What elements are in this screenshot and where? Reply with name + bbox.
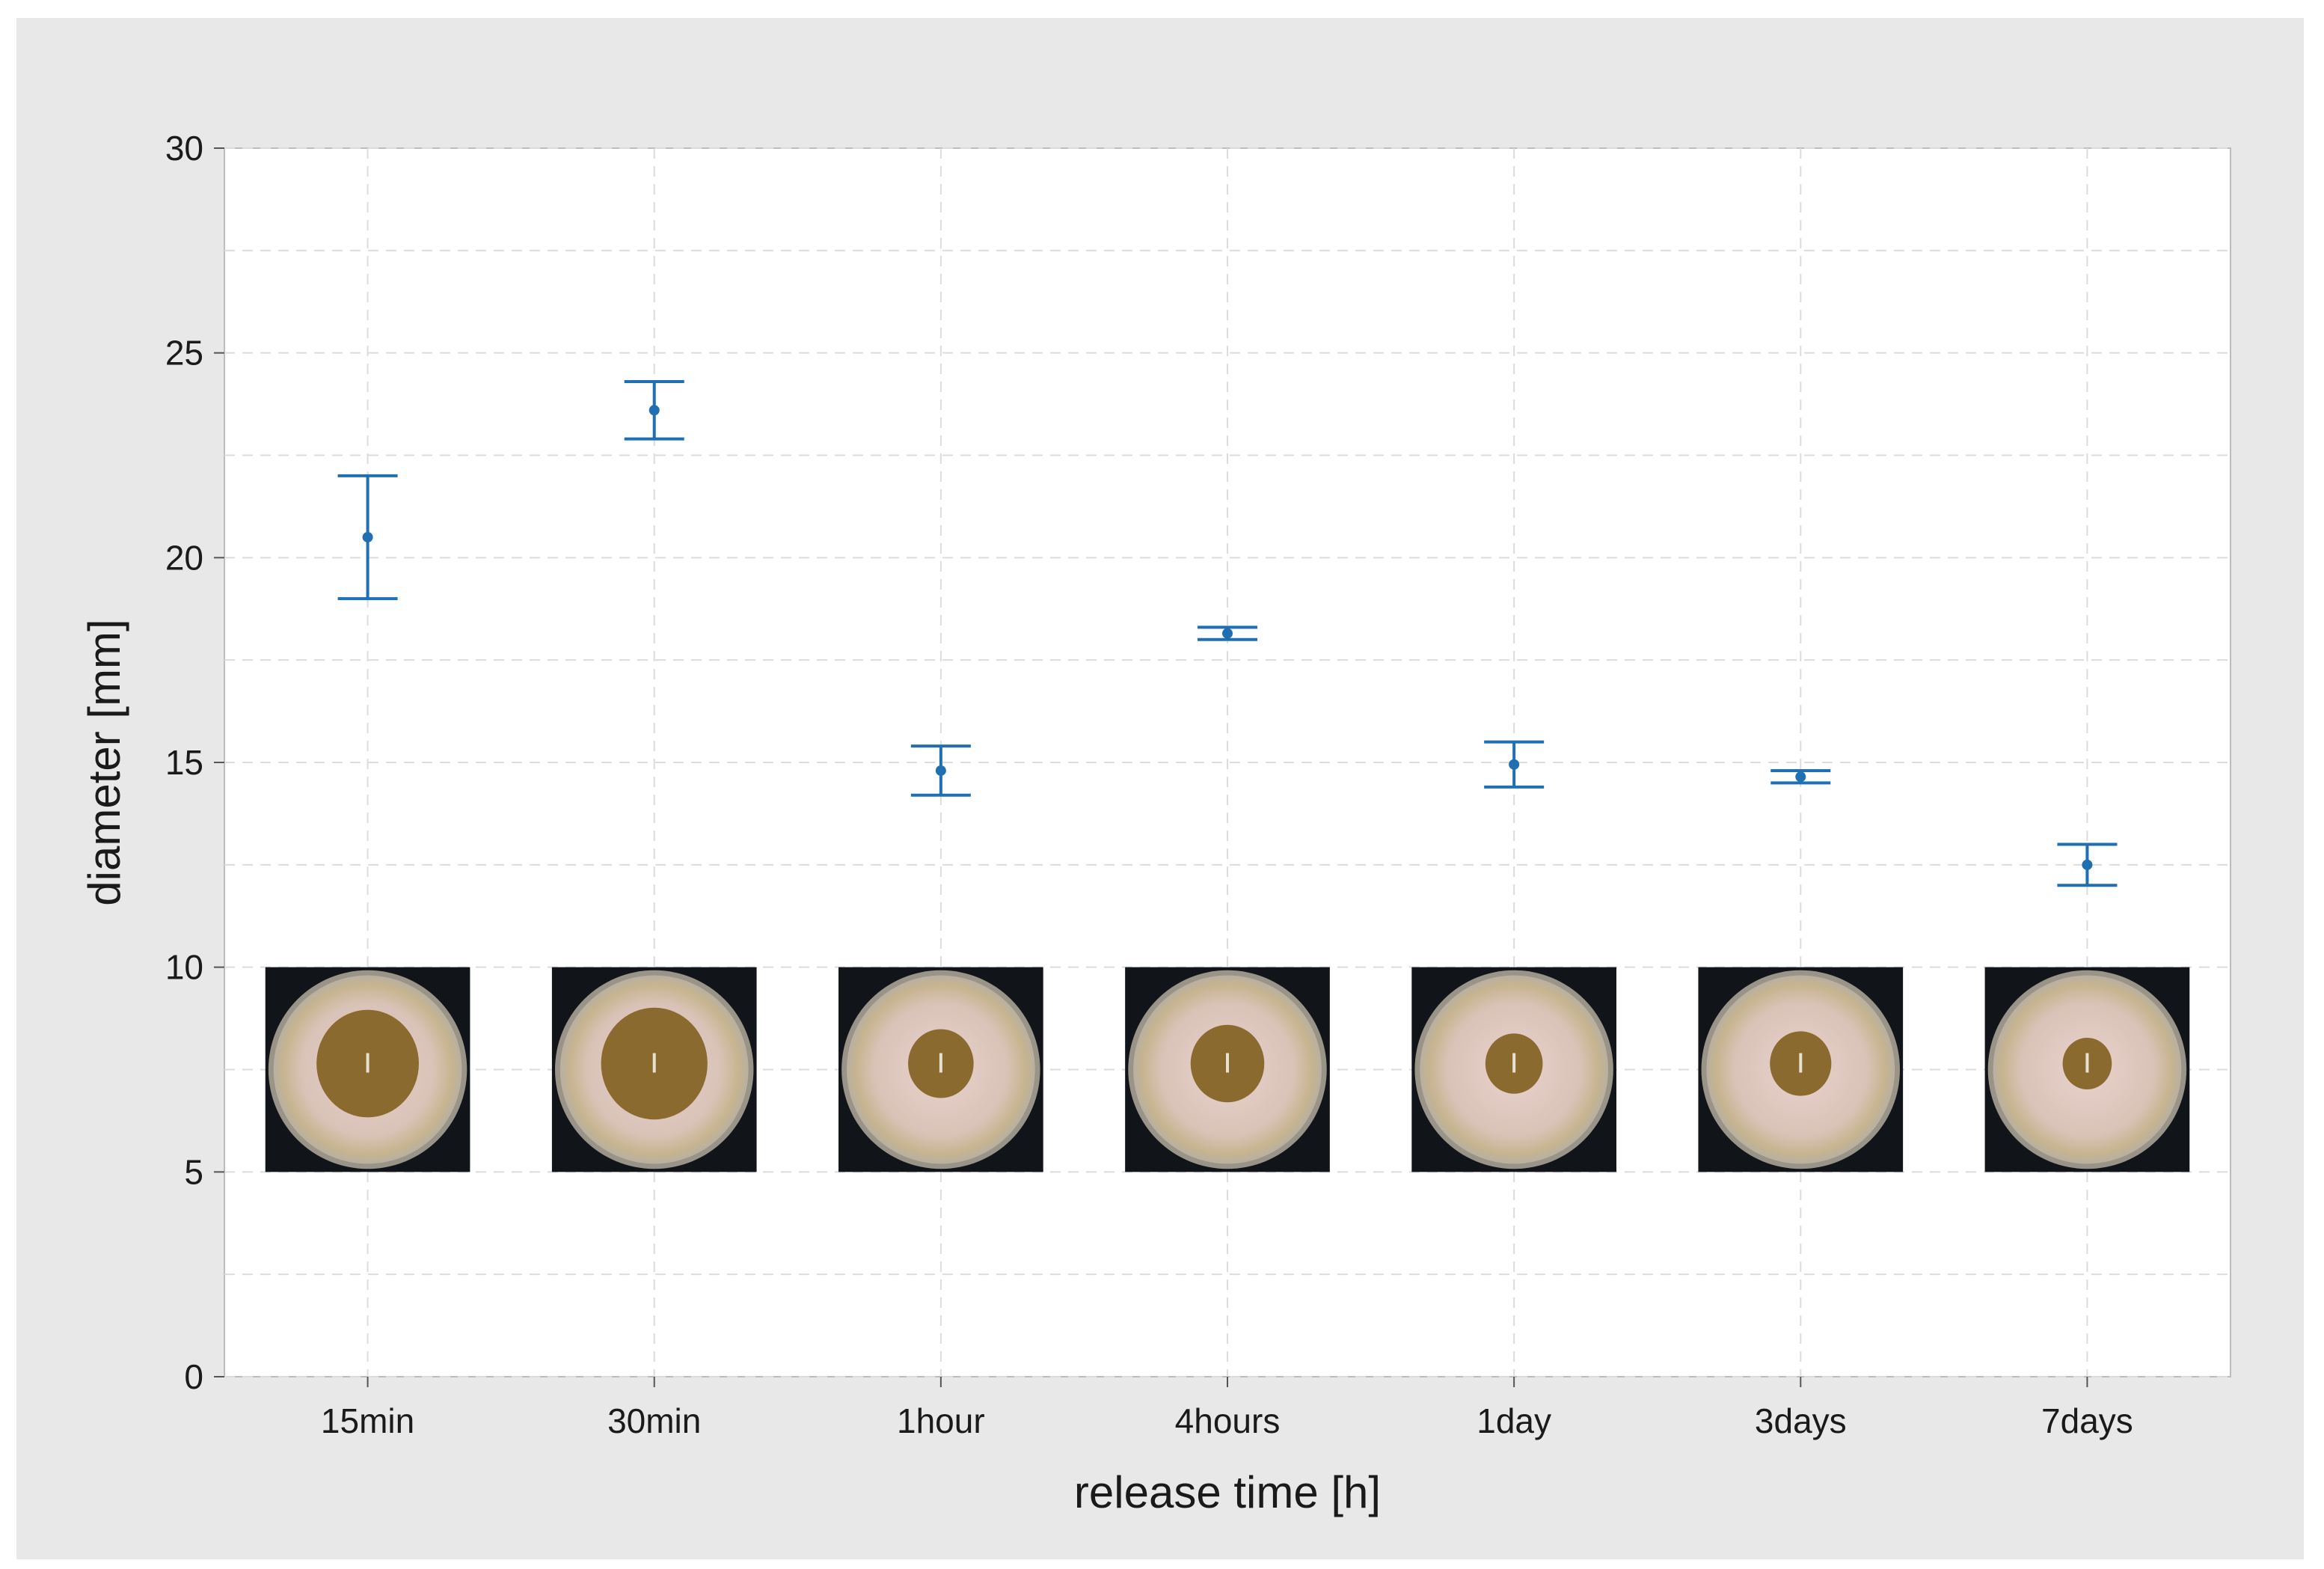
error-bar-point — [2057, 842, 2118, 887]
data-point — [1795, 771, 1806, 783]
data-point — [935, 765, 946, 776]
x-tick-label: 3days — [1755, 1401, 1847, 1440]
x-tick-label: 4hours — [1175, 1401, 1281, 1440]
x-tick-label: 30min — [607, 1401, 701, 1440]
error-bar-point — [337, 474, 398, 601]
sample-marker — [2085, 1053, 2089, 1073]
y-tick-label: 10 — [165, 948, 203, 987]
x-tick-label: 7days — [2041, 1401, 2133, 1440]
y-tick-label: 15 — [165, 743, 203, 782]
y-axis-title: diameter [mm] — [79, 619, 129, 905]
y-tick-label: 30 — [165, 129, 203, 168]
petri-dish-photo — [1411, 967, 1616, 1172]
petri-dish-images — [265, 967, 2190, 1172]
x-tick-label: 1hour — [897, 1401, 985, 1440]
petri-dish-photo — [1125, 967, 1330, 1172]
error-bar-point — [910, 744, 971, 797]
petri-dish-photo — [1698, 967, 1904, 1172]
y-tick-label: 5 — [184, 1152, 203, 1191]
y-tick-label: 20 — [165, 538, 203, 577]
x-tick-label: 1day — [1477, 1401, 1551, 1440]
y-tick-label: 25 — [165, 334, 203, 373]
sample-marker — [1799, 1053, 1803, 1073]
x-tick-label: 15min — [321, 1401, 414, 1440]
data-point — [1222, 628, 1233, 639]
error-bar-point — [1770, 768, 1831, 785]
sample-marker — [939, 1053, 942, 1073]
petri-dish-photo — [265, 967, 470, 1172]
petri-dish-photo — [551, 967, 757, 1172]
tick-labels: 0 5 10 15 20 25 30 15min 30min 1hour 4hours 1day 3da… — [165, 129, 2133, 1440]
data-point — [362, 531, 373, 542]
data-point — [649, 405, 660, 416]
petri-dish-photo — [1984, 967, 2190, 1172]
data-point — [2082, 859, 2093, 870]
sample-marker — [366, 1053, 370, 1073]
sample-marker — [1512, 1053, 1516, 1073]
sample-marker — [652, 1053, 656, 1073]
error-bar-point — [1484, 740, 1545, 789]
error-bar-point — [624, 379, 684, 441]
sample-marker — [1226, 1053, 1229, 1073]
y-tick-label: 0 — [184, 1357, 203, 1396]
petri-dish-photo — [838, 967, 1043, 1172]
data-point — [1509, 759, 1520, 770]
x-axis-title: release time [h] — [1074, 1467, 1381, 1517]
error-bar-point — [1198, 626, 1257, 641]
data-marks — [337, 379, 2118, 887]
